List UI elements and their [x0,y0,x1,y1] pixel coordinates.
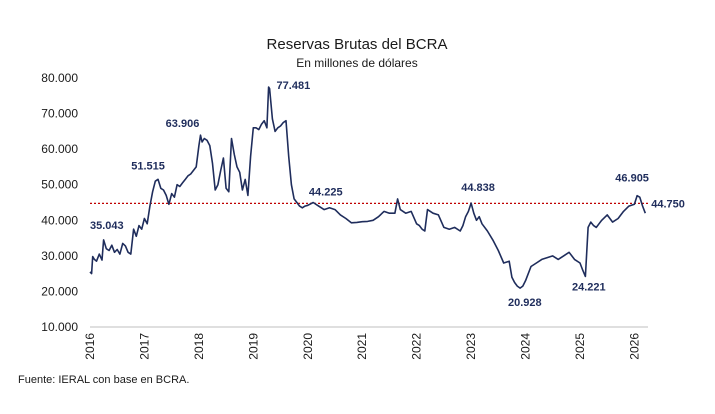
x-tick-label: 2018 [192,333,206,360]
x-tick-label: 2017 [137,333,151,360]
x-tick-label: 2023 [464,333,478,360]
data-label: 44.838 [461,182,495,194]
y-tick-label: 50.000 [41,178,78,192]
source-note: Fuente: IERAL con base en BCRA. [18,374,190,386]
data-label: 24.221 [572,281,606,293]
y-tick-label: 70.000 [41,107,78,121]
x-tick-label: 2022 [410,333,424,360]
chart-title: Reservas Brutas del BCRA [267,36,448,53]
y-tick-label: 80.000 [41,71,78,85]
data-label: 46.905 [615,173,649,185]
annotations: 35.043 51.515 63.906 77.481 44.225 44.838 20.9… [90,80,685,309]
y-tick-label: 30.000 [41,249,78,263]
x-tick-label: 2026 [627,333,641,360]
x-tick-label: 2021 [355,333,369,360]
data-label: 44.750 [651,198,685,210]
y-tick-label: 60.000 [41,142,78,156]
data-label: 20.928 [508,297,542,309]
data-label: 63.906 [166,118,200,130]
y-tick-label: 10.000 [41,320,78,334]
x-tick-label: 2016 [83,333,97,360]
chart-subtitle: En millones de dólares [296,56,417,70]
x-tick-label: 2020 [301,333,315,360]
y-tick-label: 40.000 [41,213,78,227]
data-label: 77.481 [277,80,311,92]
data-label: 44.225 [309,186,343,198]
x-tick-label: 2025 [573,333,587,360]
x-tick-label: 2024 [519,333,533,360]
axes: 10.000 20.000 30.000 40.000 50.000 60.000 70.0… [41,71,648,360]
series-line [89,86,647,289]
x-tick-label: 2019 [246,333,260,360]
data-label: 51.515 [131,160,165,172]
plot-area [89,86,648,289]
data-label: 35.043 [90,220,124,232]
y-tick-label: 20.000 [41,284,78,298]
